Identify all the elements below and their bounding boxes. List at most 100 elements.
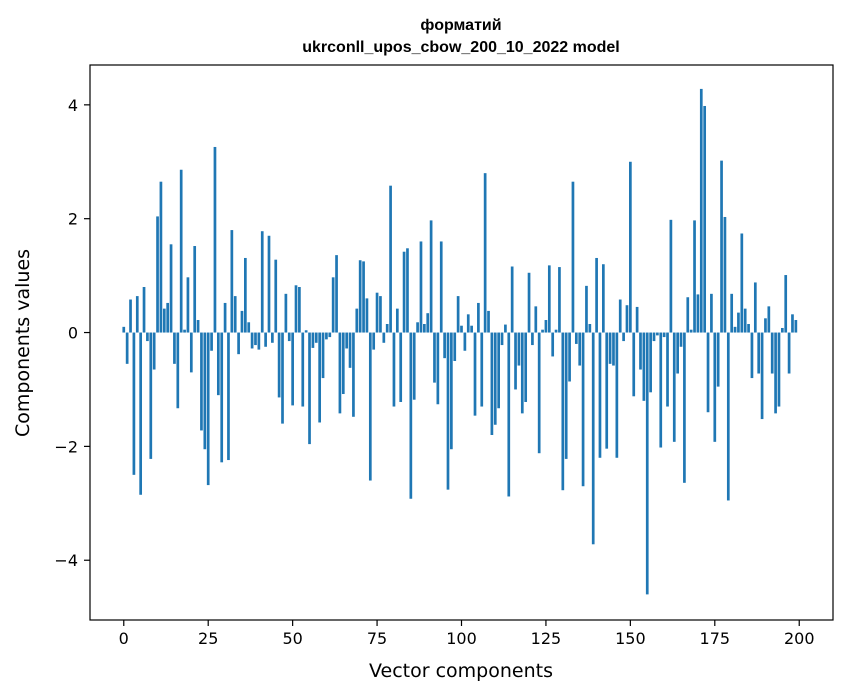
bar-181 [733, 326, 737, 333]
bar-190 [764, 318, 767, 333]
chart-title-line2: ukrconll_upos_cbow_200_10_2022 model [302, 39, 619, 56]
bar-104 [473, 332, 477, 416]
bar-177 [720, 160, 723, 333]
bar-122 [534, 306, 538, 333]
bar-100 [460, 325, 463, 333]
bar-126 [547, 265, 551, 333]
bar-10 [156, 216, 159, 333]
bar-7 [146, 332, 149, 342]
bar-8 [149, 332, 153, 459]
bar-96 [446, 332, 450, 490]
bar-127 [551, 332, 555, 357]
bar-125 [544, 320, 548, 333]
bar-156 [649, 332, 652, 393]
bar-37 [247, 322, 251, 333]
y-axis-ticks: −4 −2 0 2 4 [54, 96, 90, 570]
bar-116 [514, 332, 517, 390]
y-tick-label: −2 [54, 437, 78, 456]
bar-150 [629, 161, 632, 333]
bar-124 [541, 329, 544, 333]
bar-197 [787, 332, 791, 374]
bar-111 [497, 332, 501, 409]
x-axis-label: Vector components [369, 660, 553, 682]
x-tick-label: 175 [700, 629, 731, 648]
bar-5 [139, 332, 143, 495]
bar-103 [470, 325, 473, 333]
bar-15 [173, 332, 176, 364]
bar-78 [385, 324, 389, 333]
bar-73 [368, 332, 372, 481]
bar-85 [409, 332, 413, 499]
chart-title-line1: форматий [420, 17, 501, 34]
bar-162 [669, 219, 673, 333]
bar-105 [477, 302, 480, 333]
bar-39 [254, 332, 257, 346]
bar-151 [632, 332, 636, 397]
bar-148 [622, 332, 625, 342]
bar-71 [362, 261, 365, 333]
bar-24 [203, 332, 207, 450]
bar-35 [240, 310, 244, 333]
bar-158 [656, 332, 659, 336]
bar-34 [237, 332, 240, 355]
bar-141 [598, 332, 602, 458]
bar-142 [601, 264, 605, 333]
bar-54 [304, 330, 308, 333]
bar-149 [625, 305, 629, 333]
bar-143 [605, 332, 609, 449]
bar-112 [500, 332, 504, 346]
bar-107 [483, 173, 487, 333]
bar-12 [162, 308, 166, 333]
bar-53 [301, 332, 305, 407]
bar-86 [412, 332, 416, 400]
plot-frame [89, 64, 834, 621]
bar-175 [713, 332, 717, 442]
bar-184 [743, 308, 747, 333]
bar-129 [558, 267, 561, 333]
bar-59 [321, 332, 325, 379]
bar-29 [220, 332, 224, 463]
bar-48 [284, 293, 288, 333]
bar-27 [213, 146, 217, 333]
bar-199 [794, 320, 798, 333]
bar-14 [169, 244, 173, 333]
bar-38 [250, 332, 254, 349]
bar-45 [274, 259, 278, 333]
bar-95 [443, 332, 446, 359]
bar-153 [639, 332, 642, 370]
bar-46 [277, 332, 281, 398]
bar-11 [159, 181, 163, 333]
bar-47 [281, 332, 284, 424]
bar-77 [382, 332, 386, 343]
x-axis-ticks: 0 25 50 75 100 125 150 175 200 [119, 620, 815, 648]
bar-161 [666, 332, 669, 407]
bar-163 [672, 332, 676, 442]
bar-50 [291, 332, 294, 406]
bar-69 [355, 308, 359, 333]
bar-155 [645, 332, 649, 595]
bar-91 [429, 220, 433, 333]
bar-101 [463, 332, 467, 351]
x-tick-label: 50 [282, 629, 302, 648]
x-tick-label: 100 [446, 629, 477, 648]
bar-26 [210, 332, 213, 351]
bar-74 [372, 332, 376, 350]
bar-140 [595, 257, 598, 333]
bar-18 [183, 329, 186, 333]
bar-110 [493, 332, 497, 425]
bar-157 [652, 332, 656, 342]
bar-19 [186, 277, 190, 333]
bar-189 [760, 332, 764, 420]
bar-92 [433, 332, 436, 383]
bar-188 [757, 332, 761, 374]
bar-137 [585, 285, 588, 333]
bar-147 [618, 299, 622, 333]
x-tick-label: 125 [531, 629, 562, 648]
bar-97 [450, 332, 453, 450]
bar-70 [358, 260, 362, 333]
bar-195 [780, 327, 784, 333]
bar-168 [689, 329, 693, 333]
bar-72 [365, 298, 369, 333]
bar-146 [615, 332, 619, 458]
y-axis-label: Components values [12, 249, 34, 437]
